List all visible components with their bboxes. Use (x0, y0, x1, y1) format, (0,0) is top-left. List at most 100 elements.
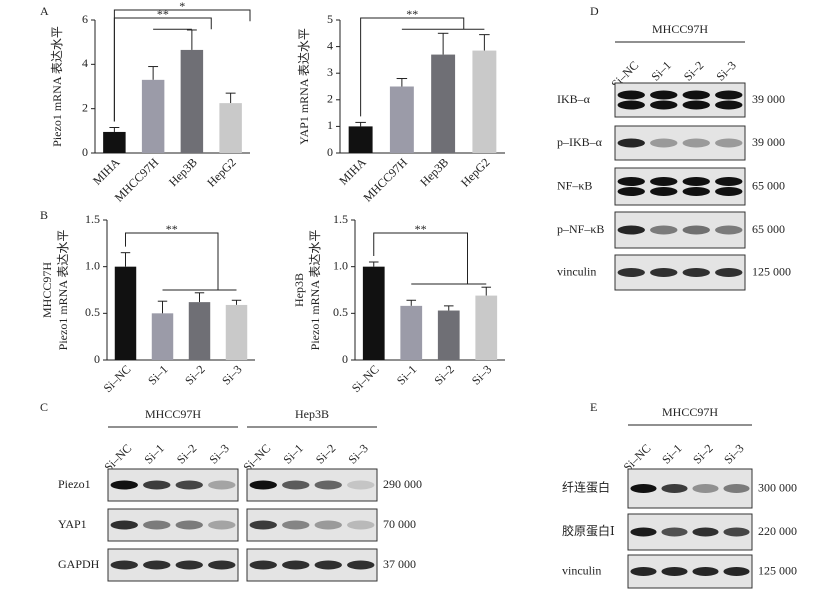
blot-molecular-weight: 37 000 (383, 557, 416, 571)
blot-band (650, 138, 678, 148)
x-tick-label: Si–2 (182, 362, 207, 387)
blot-row-label: vinculin (557, 264, 596, 278)
blot-band (314, 560, 342, 570)
blot-band (249, 480, 277, 490)
blot-band (682, 268, 710, 277)
blot-frame (614, 82, 746, 118)
bar (437, 310, 460, 360)
bar (472, 50, 497, 154)
blot-row-label: p–NF–κB (557, 222, 604, 236)
blot-row-label: GAPDH (58, 557, 100, 571)
x-tick-label: MIHA (336, 155, 369, 188)
blot-band (723, 484, 750, 493)
blot-group-title: MHCC97H (662, 405, 718, 419)
bar (389, 86, 414, 153)
blot-band (314, 480, 342, 490)
blot-band (110, 520, 138, 530)
y-axis-label: Hep3B (292, 273, 306, 307)
blot-band (715, 225, 743, 235)
y-tick-label: 5 (327, 12, 333, 26)
significance-label: * (179, 0, 185, 13)
blot-band (143, 480, 171, 490)
blot-band (692, 484, 719, 493)
blot-band (208, 480, 236, 490)
blot-band (249, 560, 277, 570)
y-tick-label: 4 (327, 38, 333, 52)
blot-band (715, 90, 743, 100)
blot-molecular-weight: 65 000 (752, 178, 785, 192)
blot-band (208, 560, 236, 570)
blot-band (617, 225, 645, 235)
significance-label: ** (166, 222, 178, 236)
blot-row-label: p–IKB–α (557, 135, 603, 149)
blot-band (723, 567, 750, 576)
y-axis-label: Piezo1 mRNA 表达水平 (56, 230, 70, 351)
blot-band (630, 527, 657, 537)
blot-molecular-weight: 70 000 (383, 517, 416, 531)
blot-band (110, 480, 138, 490)
blot-group-title: MHCC97H (652, 22, 708, 36)
x-tick-label: Hep3B (417, 155, 451, 189)
blot-band (650, 268, 678, 277)
bar (188, 302, 211, 360)
blot-band (617, 138, 645, 148)
blot-molecular-weight: 125 000 (758, 563, 797, 577)
blot-band (630, 484, 657, 493)
blot-band (175, 520, 203, 530)
blot-band (282, 520, 310, 530)
bar (103, 131, 126, 153)
bar (219, 103, 242, 153)
blot-band (617, 187, 645, 196)
blot-band (110, 560, 138, 570)
x-tick-label: HepG2 (204, 155, 238, 189)
significance-bracket (373, 232, 468, 284)
y-tick-label: 1.5 (333, 212, 348, 226)
blot-band (175, 560, 203, 570)
blot-band (661, 527, 688, 537)
y-axis-label: Piezo1 mRNA 表达水平 (50, 26, 64, 147)
lane-label: Si–3 (713, 58, 738, 83)
lane-label: Si–3 (345, 441, 370, 466)
y-tick-label: 0 (342, 352, 348, 366)
lane-label: Si–1 (280, 441, 305, 466)
significance-bracket (113, 9, 251, 122)
blot-band (682, 100, 710, 110)
y-tick-label: 4 (82, 56, 88, 70)
y-tick-label: 3 (327, 65, 333, 79)
lane-label: Si–2 (681, 58, 706, 83)
blot-band (249, 520, 277, 530)
blot-band (617, 90, 645, 100)
bar (362, 266, 385, 360)
x-tick-label: Si–NC (101, 362, 134, 395)
x-tick-label: Hep3B (166, 155, 200, 189)
blot-band (347, 480, 375, 490)
blot-molecular-weight: 290 000 (383, 477, 422, 491)
blot-band (208, 520, 236, 530)
blot-band (682, 225, 710, 235)
blot-group-title: MHCC97H (145, 407, 201, 421)
bar (151, 313, 174, 360)
blot-band (661, 484, 688, 493)
x-tick-label: Si–NC (349, 362, 382, 395)
lane-label: Si–3 (721, 441, 746, 466)
blot-band (617, 268, 645, 277)
x-tick-label: HepG2 (458, 155, 492, 189)
y-tick-label: 6 (82, 12, 88, 26)
bar (400, 305, 423, 360)
x-tick-label: MIHA (90, 155, 123, 188)
blot-band (347, 560, 375, 570)
lane-label: Si–1 (141, 441, 166, 466)
blot-band (143, 520, 171, 530)
blot-band (282, 560, 310, 570)
blot-band (715, 177, 743, 186)
y-tick-label: 2 (327, 92, 333, 106)
blot-band (650, 187, 678, 196)
y-tick-label: 0 (94, 352, 100, 366)
lane-label: Si–1 (659, 441, 684, 466)
blot-row-label: vinculin (562, 563, 601, 577)
significance-label: ** (415, 222, 427, 236)
significance-bracket (125, 232, 219, 290)
lane-label: Si–2 (313, 441, 338, 466)
blot-band (650, 90, 678, 100)
